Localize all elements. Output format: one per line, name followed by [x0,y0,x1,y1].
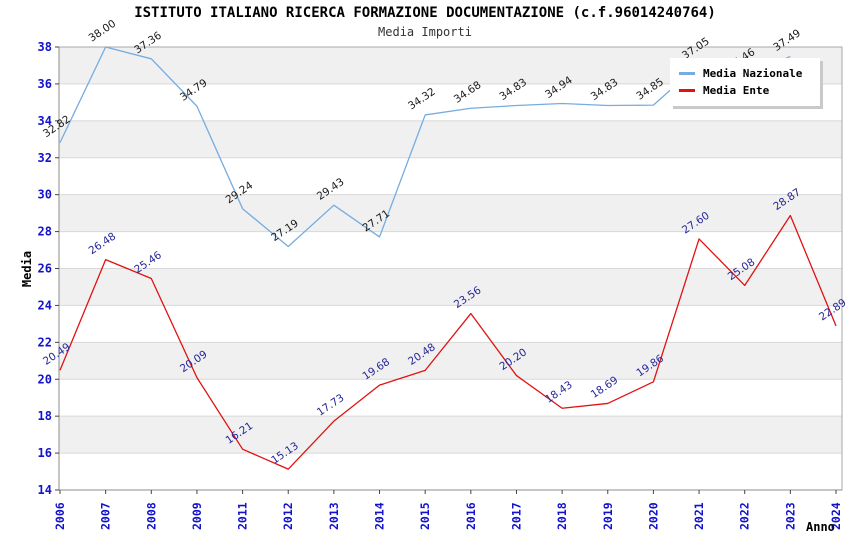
x-tick-label: 2007 [99,502,113,530]
x-axis-title: Anno [806,520,835,534]
x-tick-label: 2006 [53,502,67,530]
data-label: 34.32 [406,86,438,113]
y-tick-label: 28 [38,225,52,239]
legend: Media Nazionale Media Ente [670,58,820,106]
y-tick-label: 36 [38,77,52,91]
legend-item-media-ente: Media Ente [679,85,811,96]
series-line-media-ente [59,214,837,470]
x-tick-label: 2013 [327,502,341,530]
y-tick-label: 38 [38,40,52,54]
x-tick-label: 2018 [555,502,569,530]
chart-subtitle: Media Importi [378,25,472,39]
x-tick-label: 2014 [373,502,387,530]
y-axis-title: Media [20,251,34,287]
x-tick-label: 2024 [829,502,843,530]
y-tick-label: 16 [38,446,52,460]
legend-label: Media Ente [703,84,770,97]
plot-band [59,342,842,380]
x-tick-label: 2019 [601,502,615,530]
data-label: 18.43 [543,379,575,406]
y-tick-label: 18 [38,409,52,423]
media-nazionale-line-swatch [679,72,695,75]
y-tick-label: 20 [38,372,52,386]
x-tick-label: 2016 [464,502,478,530]
x-tick-label: 2017 [509,502,523,530]
x-tick-label: 2021 [692,502,706,530]
plot-band [59,194,842,232]
y-tick-label: 14 [38,483,52,497]
y-tick-label: 22 [38,335,52,349]
y-tick-label: 34 [38,114,52,128]
y-tick-label: 26 [38,262,52,276]
legend-label: Media Nazionale [703,67,803,80]
legend-item-media-nazionale: Media Nazionale [679,68,811,79]
x-tick-label: 2020 [646,502,660,530]
chart-title: ISTITUTO ITALIANO RICERCA FORMAZIONE DOC… [134,5,716,21]
y-tick-label: 30 [38,188,52,202]
plot-band [59,120,842,158]
plot-band [59,416,842,454]
x-tick-label: 2012 [281,502,295,530]
y-tick-label: 32 [38,151,52,165]
series-line-media-nazionale [59,46,791,248]
data-label: 38.00 [87,18,119,45]
x-tick-label: 2009 [190,502,204,530]
x-tick-label: 2008 [144,502,158,530]
x-tick-label: 2011 [236,502,250,530]
x-tick-label: 2023 [783,502,797,530]
data-label: 26.48 [87,230,119,257]
x-tick-label: 2022 [738,502,752,530]
x-tick-label: 2015 [418,502,432,530]
media-ente-line-swatch [679,89,695,92]
plot-band [59,268,842,306]
y-tick-label: 24 [38,298,52,312]
